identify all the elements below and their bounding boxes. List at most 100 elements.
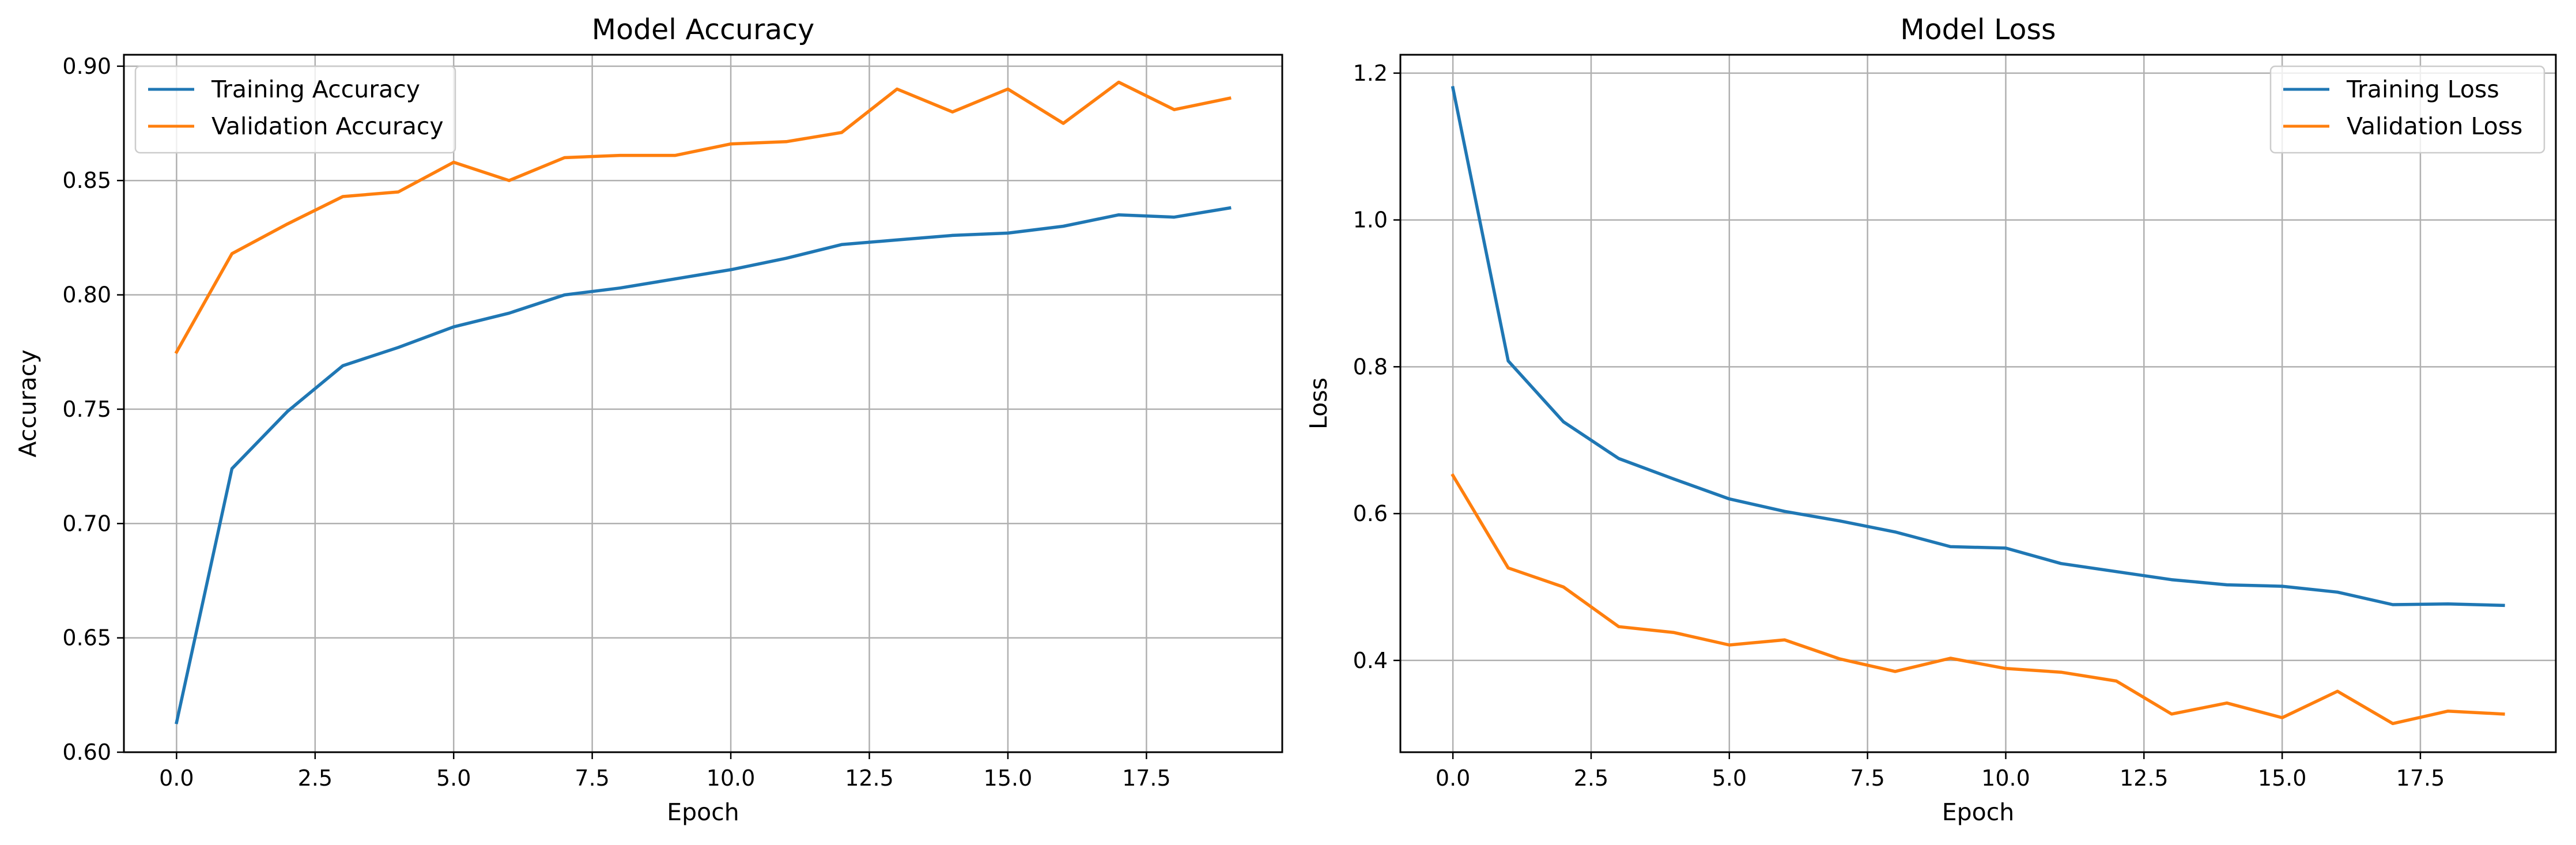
loss-x-axis-label: Epoch <box>1942 798 2015 826</box>
data-point-validation-loss <box>2446 710 2450 713</box>
data-point-validation-loss <box>1672 631 1676 634</box>
loss-x-tick-label: 15.0 <box>2258 765 2307 791</box>
data-point-training-loss <box>1617 457 1621 461</box>
loss-gridlines <box>1400 55 2556 752</box>
accuracy-x-tick-label: 2.5 <box>298 765 333 791</box>
accuracy-y-tick-label: 0.80 <box>62 282 111 308</box>
data-point-training-accuracy <box>674 277 677 281</box>
data-point-training-accuracy <box>1117 213 1120 217</box>
loss-x-tick-label: 10.0 <box>1981 765 2030 791</box>
accuracy-legend-box <box>134 65 456 154</box>
accuracy-x-tick-label: 12.5 <box>845 765 894 791</box>
data-point-validation-loss <box>2502 712 2505 716</box>
data-point-training-loss <box>2004 546 2007 550</box>
accuracy-ticks: 0.0 2.5 5.0 7.5 10.0 12.5 15.0 17.5 0.60 0.65 0.70… <box>62 54 1170 791</box>
data-point-training-accuracy <box>286 410 289 413</box>
accuracy-series-lines <box>174 80 1232 725</box>
data-point-training-loss <box>2446 602 2450 606</box>
loss-y-tick-label: 1.0 <box>1353 208 1388 233</box>
data-point-training-accuracy <box>729 268 732 271</box>
data-point-validation-accuracy <box>674 154 677 157</box>
data-point-training-loss <box>2225 583 2228 587</box>
data-point-validation-loss <box>2170 712 2173 716</box>
loss-legend-box <box>2269 65 2545 154</box>
data-point-validation-loss <box>2225 701 2228 705</box>
data-point-validation-accuracy <box>563 156 566 160</box>
loss-x-tick-label: 0.0 <box>1436 765 1470 791</box>
data-point-validation-accuracy <box>452 160 455 164</box>
accuracy-y-tick-label: 0.70 <box>62 511 111 536</box>
accuracy-y-tick-label: 0.65 <box>62 625 111 651</box>
accuracy-chart: 0.0 2.5 5.0 7.5 10.0 12.5 15.0 17.5 0.60 0.65 0.70… <box>14 13 1283 826</box>
data-point-validation-accuracy <box>286 222 289 226</box>
loss-y-axis-label: Loss <box>1305 378 1332 429</box>
series-line-validation-loss <box>1451 473 2505 726</box>
accuracy-x-tick-label: 0.0 <box>159 765 194 791</box>
data-point-training-accuracy <box>507 311 511 315</box>
data-point-training-loss <box>2280 584 2284 588</box>
data-point-training-accuracy <box>1228 206 1232 210</box>
data-point-validation-loss <box>1949 657 1952 660</box>
data-point-training-loss <box>2502 603 2505 607</box>
data-point-training-loss <box>1506 359 1510 363</box>
data-point-validation-accuracy <box>784 140 788 144</box>
loss-chart: 0.0 2.5 5.0 7.5 10.0 12.5 15.0 17.5 0.4 0.6 0.8 1.0… <box>1305 13 2557 826</box>
data-point-training-accuracy <box>231 467 234 470</box>
loss-x-tick-label: 5.0 <box>1712 765 1747 791</box>
accuracy-x-axis-label: Epoch <box>667 798 739 826</box>
data-point-training-accuracy <box>1062 225 1065 228</box>
series-line-training-loss <box>1451 86 2505 608</box>
data-point-validation-loss <box>2004 667 2007 670</box>
data-point-training-loss <box>1783 510 1786 513</box>
data-point-validation-loss <box>2336 689 2339 693</box>
loss-y-tick-label: 0.8 <box>1353 354 1388 379</box>
data-point-validation-loss <box>1728 643 1731 647</box>
data-point-validation-loss <box>2391 722 2394 725</box>
data-point-training-accuracy <box>396 346 400 349</box>
data-point-training-loss <box>1562 420 1565 424</box>
loss-x-tick-label: 2.5 <box>1574 765 1608 791</box>
data-point-training-loss <box>2391 603 2394 606</box>
data-point-training-accuracy <box>840 243 843 246</box>
data-point-validation-accuracy <box>840 131 843 134</box>
data-point-validation-accuracy <box>618 154 622 157</box>
data-point-validation-loss <box>1562 585 1565 589</box>
accuracy-x-tick-label: 7.5 <box>575 765 609 791</box>
data-point-validation-loss <box>1894 670 1897 673</box>
legend-label-training-accuracy: Training Accuracy <box>211 76 420 103</box>
data-point-training-accuracy <box>1006 231 1010 235</box>
series-line-validation-accuracy <box>174 80 1232 354</box>
data-point-training-accuracy <box>896 238 899 242</box>
accuracy-x-tick-label: 5.0 <box>436 765 471 791</box>
data-point-training-accuracy <box>1172 216 1176 219</box>
accuracy-x-tick-label: 17.5 <box>1122 765 1171 791</box>
data-point-validation-accuracy <box>1117 81 1120 84</box>
data-point-validation-loss <box>2280 716 2284 719</box>
loss-ticks: 0.0 2.5 5.0 7.5 10.0 12.5 15.0 17.5 0.4 0.6 0.8 1.0… <box>1353 61 2445 791</box>
data-point-training-accuracy <box>341 364 345 368</box>
data-point-training-accuracy <box>618 286 622 290</box>
data-point-training-loss <box>2170 578 2173 582</box>
data-point-validation-loss <box>1783 638 1786 642</box>
data-point-validation-loss <box>2114 679 2118 682</box>
data-point-training-accuracy <box>784 256 788 260</box>
series-line-training-accuracy <box>175 206 1232 725</box>
legend-label-validation-accuracy: Validation Accuracy <box>211 112 444 140</box>
data-point-validation-accuracy <box>231 252 234 255</box>
accuracy-chart-title: Model Accuracy <box>592 13 814 46</box>
data-point-training-loss <box>1672 477 1676 481</box>
loss-y-tick-label: 0.6 <box>1353 501 1388 526</box>
data-point-validation-accuracy <box>896 88 899 91</box>
data-point-training-loss <box>1949 545 1952 548</box>
data-point-training-loss <box>1728 497 1731 501</box>
accuracy-y-tick-label: 0.85 <box>62 168 111 193</box>
accuracy-y-tick-label: 0.75 <box>62 397 111 422</box>
data-point-validation-loss <box>2059 670 2063 674</box>
loss-y-tick-label: 0.4 <box>1353 648 1388 673</box>
data-point-validation-accuracy <box>507 179 511 182</box>
data-point-validation-loss <box>1506 566 1510 569</box>
data-point-validation-accuracy <box>729 142 732 146</box>
data-point-validation-loss <box>1617 625 1621 628</box>
data-point-validation-accuracy <box>1062 122 1065 125</box>
data-point-validation-accuracy <box>175 350 178 354</box>
